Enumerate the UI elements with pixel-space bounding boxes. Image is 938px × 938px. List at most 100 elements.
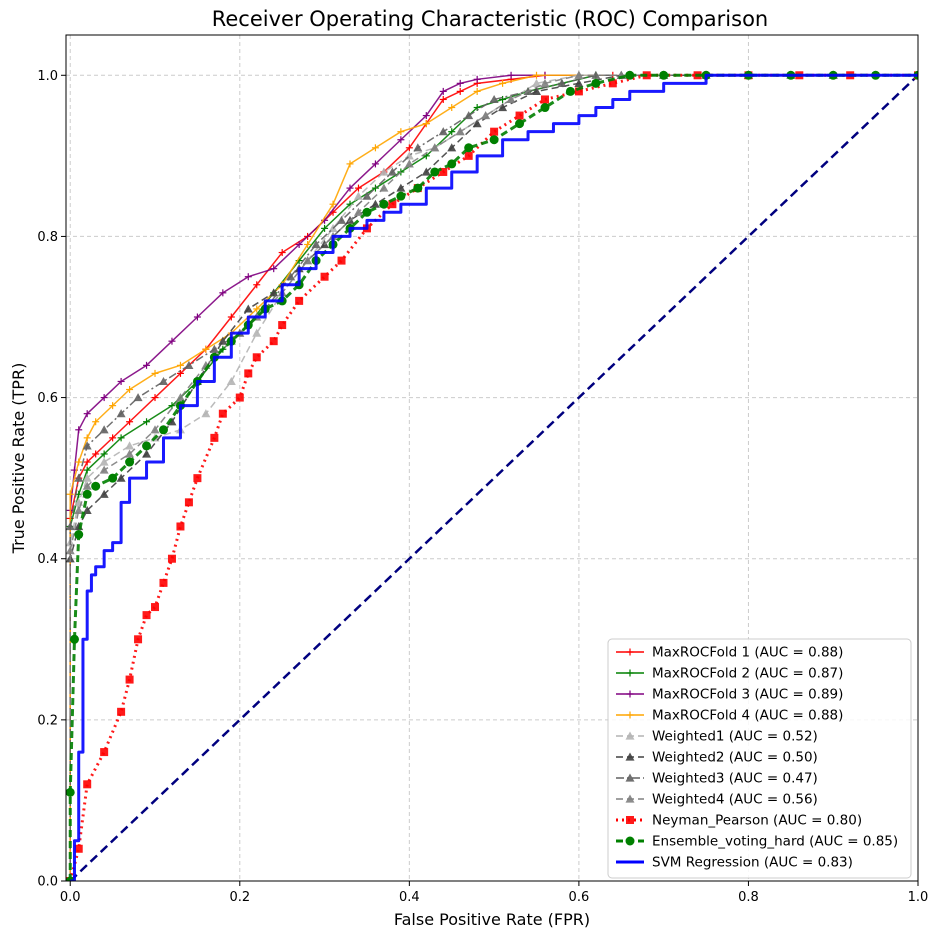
series-line — [69, 74, 918, 881]
legend-label: MaxROCFold 4 (AUC = 0.88) — [652, 708, 843, 724]
legend-label: Weighted3 (AUC = 0.47) — [652, 771, 818, 787]
data-point — [117, 377, 125, 385]
legend-entry: Weighted4 (AUC = 0.56) — [616, 792, 818, 808]
data-point — [370, 199, 380, 208]
data-point — [75, 458, 83, 466]
legend-marker — [626, 690, 634, 698]
data-point — [397, 136, 405, 144]
data-point — [337, 215, 347, 224]
data-point — [125, 449, 135, 458]
data-point — [143, 361, 151, 369]
legend-marker — [626, 669, 634, 677]
data-point — [456, 79, 464, 87]
data-point — [100, 450, 108, 458]
legend-entry: MaxROCFold 2 (AUC = 0.87) — [616, 666, 843, 682]
data-point — [405, 144, 413, 152]
data-point — [75, 426, 83, 434]
data-point — [92, 418, 100, 426]
data-point — [66, 521, 75, 531]
data-point — [371, 184, 379, 192]
data-point — [91, 481, 101, 491]
data-point — [540, 95, 549, 104]
legend-entry: MaxROCFold 1 (AUC = 0.88) — [616, 645, 843, 661]
data-point — [321, 224, 329, 232]
data-point — [498, 103, 508, 112]
data-point — [244, 369, 253, 378]
data-point — [219, 289, 227, 297]
data-point — [456, 87, 464, 95]
data-point — [346, 184, 354, 192]
x-tick-label: 0.2 — [229, 890, 250, 905]
data-point — [184, 498, 193, 507]
legend-label: MaxROCFold 1 (AUC = 0.88) — [652, 645, 843, 661]
data-point — [557, 78, 567, 87]
data-point — [659, 70, 669, 80]
data-point — [447, 143, 457, 152]
data-point — [252, 328, 262, 337]
data-point — [506, 94, 516, 104]
data-point — [167, 554, 176, 563]
data-point — [252, 353, 261, 362]
legend-marker — [625, 731, 635, 740]
series-line — [69, 74, 918, 881]
data-point — [66, 787, 75, 797]
data-point — [430, 143, 440, 152]
data-point — [329, 200, 337, 208]
data-point — [158, 425, 168, 435]
data-point — [379, 183, 389, 192]
legend-label: Ensemble_voting_hard (AUC = 0.85) — [652, 834, 898, 850]
data-point — [379, 199, 389, 209]
data-point — [100, 394, 108, 402]
data-point — [507, 71, 515, 79]
data-point — [303, 256, 313, 265]
data-point — [311, 239, 321, 249]
data-point — [499, 79, 507, 87]
data-point — [193, 313, 201, 321]
x-tick-label: 1.0 — [908, 890, 929, 905]
y-axis-title: True Positive Rate (TPR) — [9, 363, 28, 555]
data-point — [142, 449, 152, 458]
data-point — [227, 313, 235, 321]
data-point — [235, 393, 244, 402]
data-point — [176, 522, 185, 531]
data-point — [74, 473, 84, 482]
data-point — [243, 304, 253, 313]
data-point — [100, 748, 109, 757]
data-point — [472, 119, 482, 128]
data-point — [421, 167, 431, 176]
data-point — [353, 207, 363, 216]
data-point — [413, 183, 423, 193]
data-point — [134, 635, 143, 644]
y-tick-label: 0.8 — [37, 230, 58, 245]
data-point — [193, 474, 202, 483]
data-point — [126, 418, 134, 426]
data-point — [244, 273, 252, 281]
data-point — [532, 78, 542, 87]
legend-entry: Ensemble_voting_hard (AUC = 0.85) — [616, 834, 898, 850]
data-point — [591, 70, 601, 79]
plot-frame — [65, 34, 919, 882]
legend-marker — [625, 794, 635, 803]
data-point — [151, 603, 160, 612]
data-point — [489, 135, 499, 145]
data-point — [574, 87, 583, 96]
data-point — [439, 167, 448, 176]
y-tick-label: 0.6 — [37, 391, 58, 406]
data-point — [533, 71, 541, 79]
data-point — [99, 425, 109, 434]
data-point — [158, 376, 168, 386]
data-point — [448, 128, 456, 136]
data-point — [448, 104, 456, 112]
data-point — [396, 183, 406, 192]
y-tick-label: 0.0 — [37, 875, 58, 890]
data-point — [226, 376, 236, 386]
legend-entry: Neyman_Pearson (AUC = 0.80) — [616, 813, 862, 829]
legend-box — [607, 638, 912, 879]
data-point — [388, 200, 397, 209]
data-point — [143, 418, 151, 426]
data-point — [354, 184, 362, 192]
data-point — [295, 296, 304, 305]
data-point — [201, 409, 211, 418]
data-point — [490, 127, 499, 136]
